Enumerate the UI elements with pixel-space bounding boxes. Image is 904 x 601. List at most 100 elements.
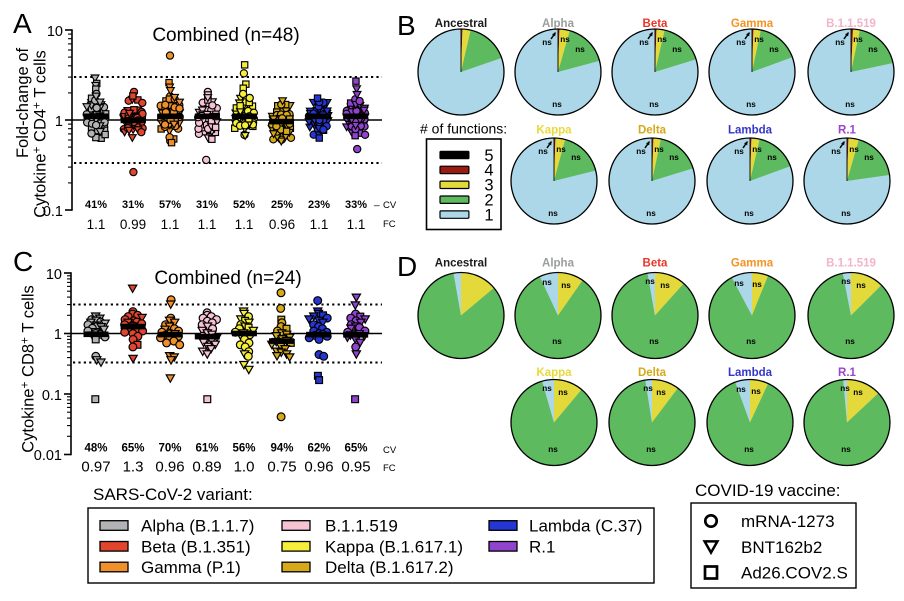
svg-text:ns: ns [754,35,764,44]
svg-text:3: 3 [484,177,493,195]
svg-text:56%: 56% [232,443,255,455]
svg-text:ns: ns [575,45,585,54]
svg-text:1.3: 1.3 [123,459,144,476]
svg-text:ns: ns [744,209,754,218]
svg-text:23%: 23% [308,199,330,211]
svg-text:ns: ns [769,45,779,54]
svg-text:ns: ns [672,45,682,54]
svg-text:5: 5 [484,147,493,165]
svg-text:Beta: Beta [643,18,669,30]
svg-text:ns: ns [660,281,670,290]
svg-text:ns: ns [649,100,659,109]
svg-text:BNT162b2: BNT162b2 [741,538,822,557]
svg-text:Beta: Beta [643,258,669,270]
svg-text:Lambda: Lambda [728,125,773,137]
svg-text:1.1: 1.1 [198,217,217,232]
svg-text:ns: ns [736,38,746,47]
svg-text:48%: 48% [84,443,107,455]
svg-text:ns: ns [849,145,859,154]
svg-text:0.96: 0.96 [269,217,295,232]
svg-text:ns: ns [571,153,581,162]
svg-text:ns: ns [643,384,653,393]
svg-text:Delta: Delta [638,125,667,137]
svg-text:Delta (B.1.617.2): Delta (B.1.617.2) [325,558,454,577]
svg-text:ns: ns [751,387,761,396]
svg-text:ns: ns [746,100,756,109]
svg-text:57%: 57% [159,199,181,211]
svg-text:ns: ns [636,147,646,156]
svg-text:Ancestral: Ancestral [435,258,487,270]
svg-text:1: 1 [55,114,63,130]
svg-text:1: 1 [484,206,493,224]
svg-text:B.1.1.519: B.1.1.519 [826,18,876,30]
svg-text:Alpha: Alpha [542,258,575,270]
svg-text:SARS-CoV-2 variant:: SARS-CoV-2 variant: [93,485,253,504]
svg-text:52%: 52% [233,199,255,211]
svg-text:Ancestral: Ancestral [435,18,487,30]
svg-text:0.01: 0.01 [34,448,62,464]
svg-text:ns: ns [841,445,851,454]
svg-text:25%: 25% [271,199,293,211]
svg-text:COVID-19 vaccine:: COVID-19 vaccine: [695,481,841,500]
svg-text:ns: ns [868,45,878,54]
svg-text:B.1.1.519: B.1.1.519 [325,517,398,536]
svg-text:CV: CV [383,445,397,456]
svg-text:ns: ns [767,153,777,162]
svg-text:ns: ns [646,209,656,218]
svg-text:31%: 31% [196,199,218,211]
svg-text:ns: ns [845,100,855,109]
svg-text:# of functions:: # of functions: [420,121,507,137]
svg-text:Gamma: Gamma [731,18,774,30]
svg-text:0.75: 0.75 [267,459,296,476]
svg-text:1.1: 1.1 [161,217,180,232]
svg-text:ns: ns [561,281,571,290]
svg-text:ns: ns [831,147,841,156]
svg-text:Combined (n=48): Combined (n=48) [152,25,299,46]
svg-text:ns: ns [542,384,552,393]
svg-text:ns: ns [734,147,744,156]
svg-text:0.99: 0.99 [120,217,146,232]
svg-text:ns: ns [856,281,866,290]
svg-text:0.96: 0.96 [155,459,184,476]
svg-text:C: C [13,246,33,277]
svg-text:ns: ns [853,35,863,44]
svg-text:Ad26.COV2.S: Ad26.COV2.S [741,564,848,583]
svg-text:FC: FC [383,463,396,474]
svg-text:0.95: 0.95 [341,459,370,476]
svg-text:ns: ns [542,278,552,287]
svg-text:ns: ns [734,279,744,288]
svg-text:ns: ns [656,388,666,397]
svg-text:ns: ns [639,38,649,47]
svg-text:Kappa: Kappa [536,367,572,379]
svg-text:4: 4 [484,162,493,180]
svg-text:ns: ns [645,277,655,286]
svg-text:Delta: Delta [638,367,667,379]
svg-text:1.1: 1.1 [235,217,254,232]
svg-text:ns: ns [548,445,558,454]
svg-text:ns: ns [841,277,851,286]
svg-text:61%: 61% [195,443,218,455]
svg-text:ns: ns [845,337,855,346]
svg-text:2: 2 [484,192,493,210]
svg-text:ns: ns [542,38,552,47]
svg-text:1.0: 1.0 [234,459,255,476]
svg-text:_: _ [373,196,380,207]
svg-text:Lambda (C.37): Lambda (C.37) [529,517,642,536]
svg-text:Gamma: Gamma [731,258,774,270]
svg-text:ns: ns [853,388,863,397]
svg-text:ns: ns [552,100,562,109]
svg-text:R.1: R.1 [838,125,857,137]
svg-text:0.97: 0.97 [81,459,110,476]
svg-text:0.96: 0.96 [304,459,333,476]
svg-text:94%: 94% [270,443,293,455]
svg-text:33%: 33% [345,199,367,211]
svg-text:B.1.1.519: B.1.1.519 [826,258,876,270]
svg-text:0.89: 0.89 [192,459,221,476]
svg-text:Cytokine+ CD8+ T cells: Cytokine+ CD8+ T cells [18,285,38,453]
svg-text:ns: ns [646,445,656,454]
svg-text:0.1: 0.1 [43,204,63,220]
svg-text:41%: 41% [85,199,107,211]
svg-text:R.1: R.1 [838,367,857,379]
svg-text:ns: ns [558,388,568,397]
svg-text:ns: ns [752,280,762,289]
